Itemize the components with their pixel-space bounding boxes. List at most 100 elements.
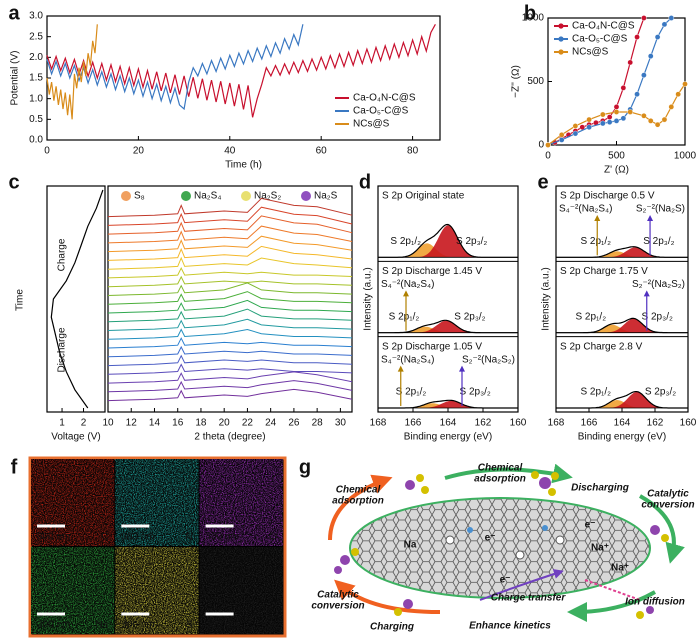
stage-label: Charge — [57, 238, 68, 271]
legend-label: Na₂S₂ — [254, 191, 281, 202]
x-axis-label: Z' (Ω) — [604, 165, 629, 176]
legend-label: Ca-O₅-C@S — [353, 106, 409, 117]
element-label: O — [269, 532, 277, 543]
panel-letter: b — [524, 2, 536, 24]
element-label: Ca — [264, 620, 277, 631]
mechanism-caption: conversion — [641, 500, 694, 511]
component-label: S 2p₃/₂ — [460, 387, 491, 398]
plot-frame — [46, 185, 106, 413]
mechanism-label: e⁻ — [485, 533, 496, 544]
data-point — [545, 142, 551, 148]
y-axis-label: Intensity (a.u.) — [363, 267, 374, 330]
component-label: S 2p₁/₂ — [580, 387, 611, 398]
x-axis-label: 2 theta (degree) — [194, 432, 265, 443]
annotation-label: S₄⁻²(Na₂S₄) — [381, 279, 434, 290]
x-tick-label: 14 — [149, 418, 161, 429]
fit-component — [378, 400, 518, 408]
mechanism-caption: conversion — [311, 601, 364, 612]
series-line — [46, 24, 436, 118]
x-tick-label: 12 — [126, 418, 138, 429]
xrd-trace — [107, 206, 353, 226]
data-point — [661, 21, 668, 28]
subplot-title: S 2p Charge 1.75 V — [560, 266, 648, 277]
arrow — [479, 569, 564, 601]
mechanism-caption: adsorption — [332, 496, 384, 507]
annotation-label: S₂⁻²(Na₂S₂) — [462, 354, 515, 365]
annotation-arrowhead — [397, 365, 404, 372]
mechanism-caption: Chemical — [336, 485, 381, 496]
xrd-trace — [107, 328, 353, 340]
xrd-trace — [107, 275, 353, 288]
data-point — [654, 34, 661, 40]
xrd-trace — [107, 345, 353, 358]
x-tick-label: 166 — [405, 418, 422, 429]
data-point — [600, 120, 606, 127]
x-tick-label: 20 — [219, 418, 231, 429]
xrd-trace — [107, 282, 353, 296]
x-tick-label: 28 — [312, 418, 324, 429]
graphene-sheet — [349, 497, 651, 599]
data-point — [627, 59, 634, 66]
xrd-trace — [107, 235, 353, 253]
x-tick-label: 26 — [288, 418, 300, 429]
annotation-arrowhead — [459, 365, 465, 372]
x-tick-label: 40 — [224, 146, 236, 157]
component-label: S 2p₁/₂ — [580, 236, 611, 247]
map-signal — [31, 547, 115, 634]
y-tick-label: 0.0 — [29, 135, 43, 146]
x-tick-label: 10 — [102, 418, 114, 429]
y-tick-label: 2.0 — [29, 52, 43, 63]
data-point — [647, 53, 654, 59]
mechanism-label: Na⁺ — [611, 563, 629, 574]
xrd-trace — [107, 225, 353, 244]
panel-letter: f — [11, 456, 18, 478]
data-point — [558, 132, 565, 138]
element-label: Na — [96, 620, 109, 631]
data-point — [586, 124, 592, 131]
arrow — [639, 494, 685, 564]
legend-label: S₈ — [134, 191, 145, 202]
x-tick-label: 1000 — [674, 151, 697, 162]
y-tick-label: 500 — [527, 76, 544, 87]
data-point — [647, 118, 654, 124]
arrow — [328, 474, 393, 541]
annotation-label: S₂⁻²(Na₂S₂) — [632, 279, 685, 290]
y-axis-label: Time — [15, 289, 26, 311]
mechanism-caption: Discharging — [571, 483, 629, 494]
series-line — [46, 24, 98, 120]
panel-letter: d — [359, 171, 371, 193]
stage-label: Discharge — [57, 327, 68, 372]
mechanism-label: e⁻ — [500, 575, 511, 586]
x-axis-label: Voltage (V) — [51, 432, 100, 443]
x-tick-label: 22 — [242, 418, 254, 429]
element-label: S — [186, 620, 193, 631]
plot-frame — [555, 185, 689, 413]
panel-letter: g — [299, 456, 311, 478]
map-signal — [115, 459, 199, 546]
x-tick-label: 164 — [440, 418, 457, 429]
xrd-trace — [107, 291, 353, 305]
arrow — [567, 590, 656, 622]
xrd-trace — [107, 215, 353, 235]
x-tick-label: 168 — [370, 418, 387, 429]
x-tick-label: 24 — [265, 418, 277, 429]
data-point — [634, 34, 640, 40]
element-label: C — [101, 532, 108, 543]
x-axis-label: Time (h) — [225, 160, 262, 171]
fit-component — [378, 320, 518, 333]
legend-swatch — [558, 36, 564, 42]
fit-component — [378, 326, 518, 333]
data-point — [606, 119, 613, 125]
x-tick-label: 2 — [81, 418, 87, 429]
mechanism-label: Na — [404, 540, 417, 551]
data-point — [613, 104, 620, 110]
data-point — [641, 112, 647, 119]
mechanism-diagram — [328, 463, 685, 622]
arrow — [444, 463, 573, 484]
xrd-trace — [107, 245, 353, 261]
x-tick-label: 20 — [133, 146, 145, 157]
xrd-trace — [107, 256, 353, 270]
xrd-trace — [107, 308, 353, 323]
xrd-trace — [107, 388, 353, 402]
